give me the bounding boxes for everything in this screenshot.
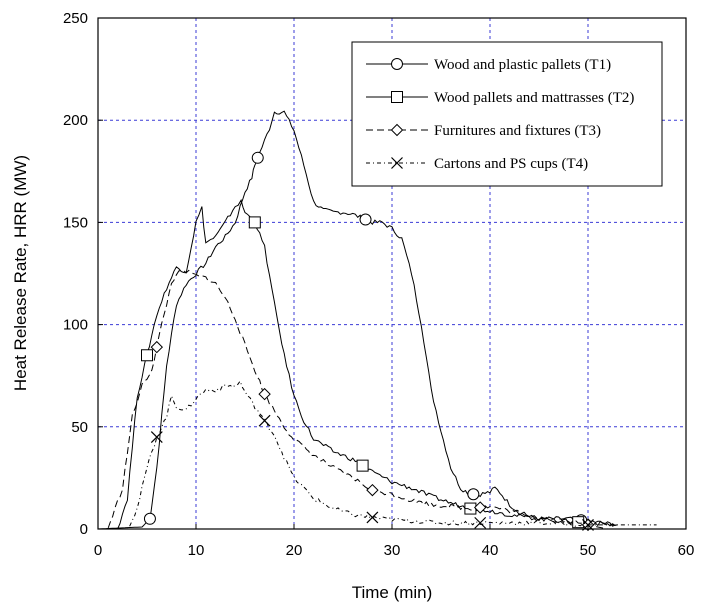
- marker-x: [150, 431, 163, 443]
- x-tick-label: 30: [384, 542, 401, 559]
- series-line: [98, 380, 657, 530]
- y-tick-label: 50: [71, 419, 88, 436]
- y-tick-label: 200: [63, 112, 88, 129]
- marker-x: [366, 511, 379, 524]
- series-line: [97, 110, 618, 530]
- marker-diamond: [473, 501, 487, 514]
- marker-circle: [467, 488, 480, 501]
- y-axis-title: Heat Release Rate, HRR (MW): [11, 155, 30, 391]
- marker-square: [248, 216, 261, 229]
- x-tick-label: 60: [678, 542, 695, 559]
- y-tick-label: 0: [80, 521, 88, 538]
- legend-box: [351, 41, 663, 187]
- series-2: [98, 198, 618, 530]
- y-tick-label: 100: [63, 317, 88, 334]
- x-axis-title: Time (min): [352, 583, 433, 602]
- marker-square: [572, 516, 585, 529]
- x-tick-label: 40: [482, 542, 499, 559]
- marker-x: [391, 157, 403, 169]
- legend-entry: Furnitures and fixtures (T3): [366, 123, 601, 139]
- series-layer: [97, 110, 657, 532]
- legend-label: Wood and plastic pallets (T1): [434, 57, 611, 73]
- legend: Wood and plastic pallets (T1) Wood pallet…: [351, 41, 663, 187]
- x-tick-label: 50: [580, 542, 597, 559]
- legend-entry: Wood and plastic pallets (T1): [366, 57, 611, 73]
- marker-circle: [251, 151, 264, 164]
- marker-square: [141, 349, 153, 362]
- legend-entry: Wood pallets and mattrasses (T2): [366, 90, 634, 106]
- legend-label: Cartons and PS cups (T4): [434, 156, 588, 172]
- x-tick-label: 0: [94, 542, 102, 559]
- marker-circle: [143, 512, 156, 525]
- marker-diamond: [390, 123, 404, 137]
- marker-x: [474, 516, 487, 529]
- marker-circle: [359, 213, 372, 226]
- marker-square: [391, 91, 403, 103]
- tick-labels: 0 10 20 30 40 50 60 0 50 100 150 200 250: [63, 10, 694, 559]
- marker-diamond: [366, 483, 379, 497]
- marker-diamond: [258, 387, 271, 401]
- y-tick-label: 250: [63, 10, 88, 27]
- x-tick-label: 20: [286, 542, 303, 559]
- x-tick-label: 10: [188, 542, 205, 559]
- marker-diamond: [150, 340, 164, 354]
- y-tick-label: 150: [63, 214, 88, 231]
- marker-circle: [391, 58, 403, 70]
- series-3: [98, 269, 608, 532]
- marker-x: [258, 414, 271, 427]
- legend-entry: Cartons and PS cups (T4): [366, 156, 588, 172]
- marker-square: [356, 459, 369, 472]
- legend-label: Furnitures and fixtures (T3): [434, 123, 601, 139]
- legend-label: Wood pallets and mattrasses (T2): [434, 90, 634, 106]
- series-line: [98, 269, 608, 530]
